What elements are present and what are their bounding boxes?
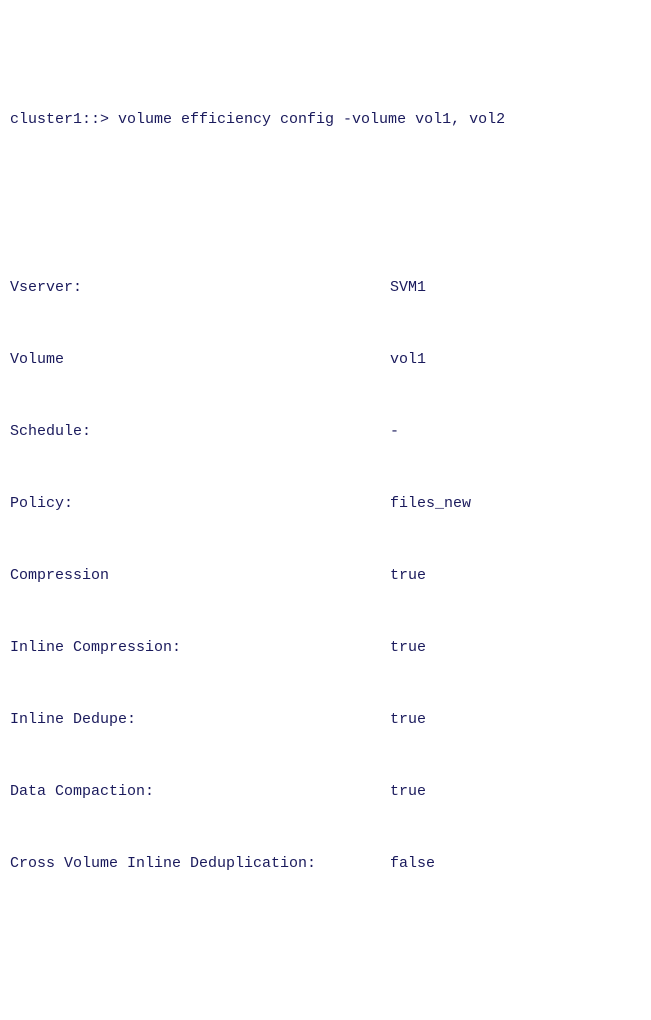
field-label: Policy: <box>10 492 390 516</box>
field-value: true <box>390 564 426 588</box>
field-label: Cross Volume Inline Deduplication: <box>10 852 390 876</box>
output-row: Volumevol1 <box>10 348 641 372</box>
blank-line <box>10 156 641 180</box>
output-block-1: Vserver:SVM1 Volumevol1 Schedule:- Polic… <box>10 228 641 900</box>
field-label: Schedule: <box>10 420 390 444</box>
output-row: Inline Compression:true <box>10 636 641 660</box>
field-label: Inline Dedupe: <box>10 708 390 732</box>
blank-line <box>10 948 641 972</box>
field-value: files_new <box>390 492 471 516</box>
field-label: Inline Compression: <box>10 636 390 660</box>
field-value: true <box>390 636 426 660</box>
output-row: Policy:files_new <box>10 492 641 516</box>
command-line: cluster1::> volume efficiency config -vo… <box>10 108 641 132</box>
output-row: Inline Dedupe:true <box>10 708 641 732</box>
field-value: SVM1 <box>390 276 426 300</box>
field-label: Data Compaction: <box>10 780 390 804</box>
field-value: false <box>390 852 435 876</box>
field-value: true <box>390 708 426 732</box>
output-row: Cross Volume Inline Deduplication:false <box>10 852 641 876</box>
field-value: true <box>390 780 426 804</box>
field-value: - <box>390 420 399 444</box>
field-label: Compression <box>10 564 390 588</box>
field-value: vol1 <box>390 348 426 372</box>
output-row: Data Compaction:true <box>10 780 641 804</box>
output-row: Vserver:SVM1 <box>10 276 641 300</box>
output-row: Compressiontrue <box>10 564 641 588</box>
field-label: Vserver: <box>10 276 390 300</box>
output-row: Schedule:- <box>10 420 641 444</box>
field-label: Volume <box>10 348 390 372</box>
